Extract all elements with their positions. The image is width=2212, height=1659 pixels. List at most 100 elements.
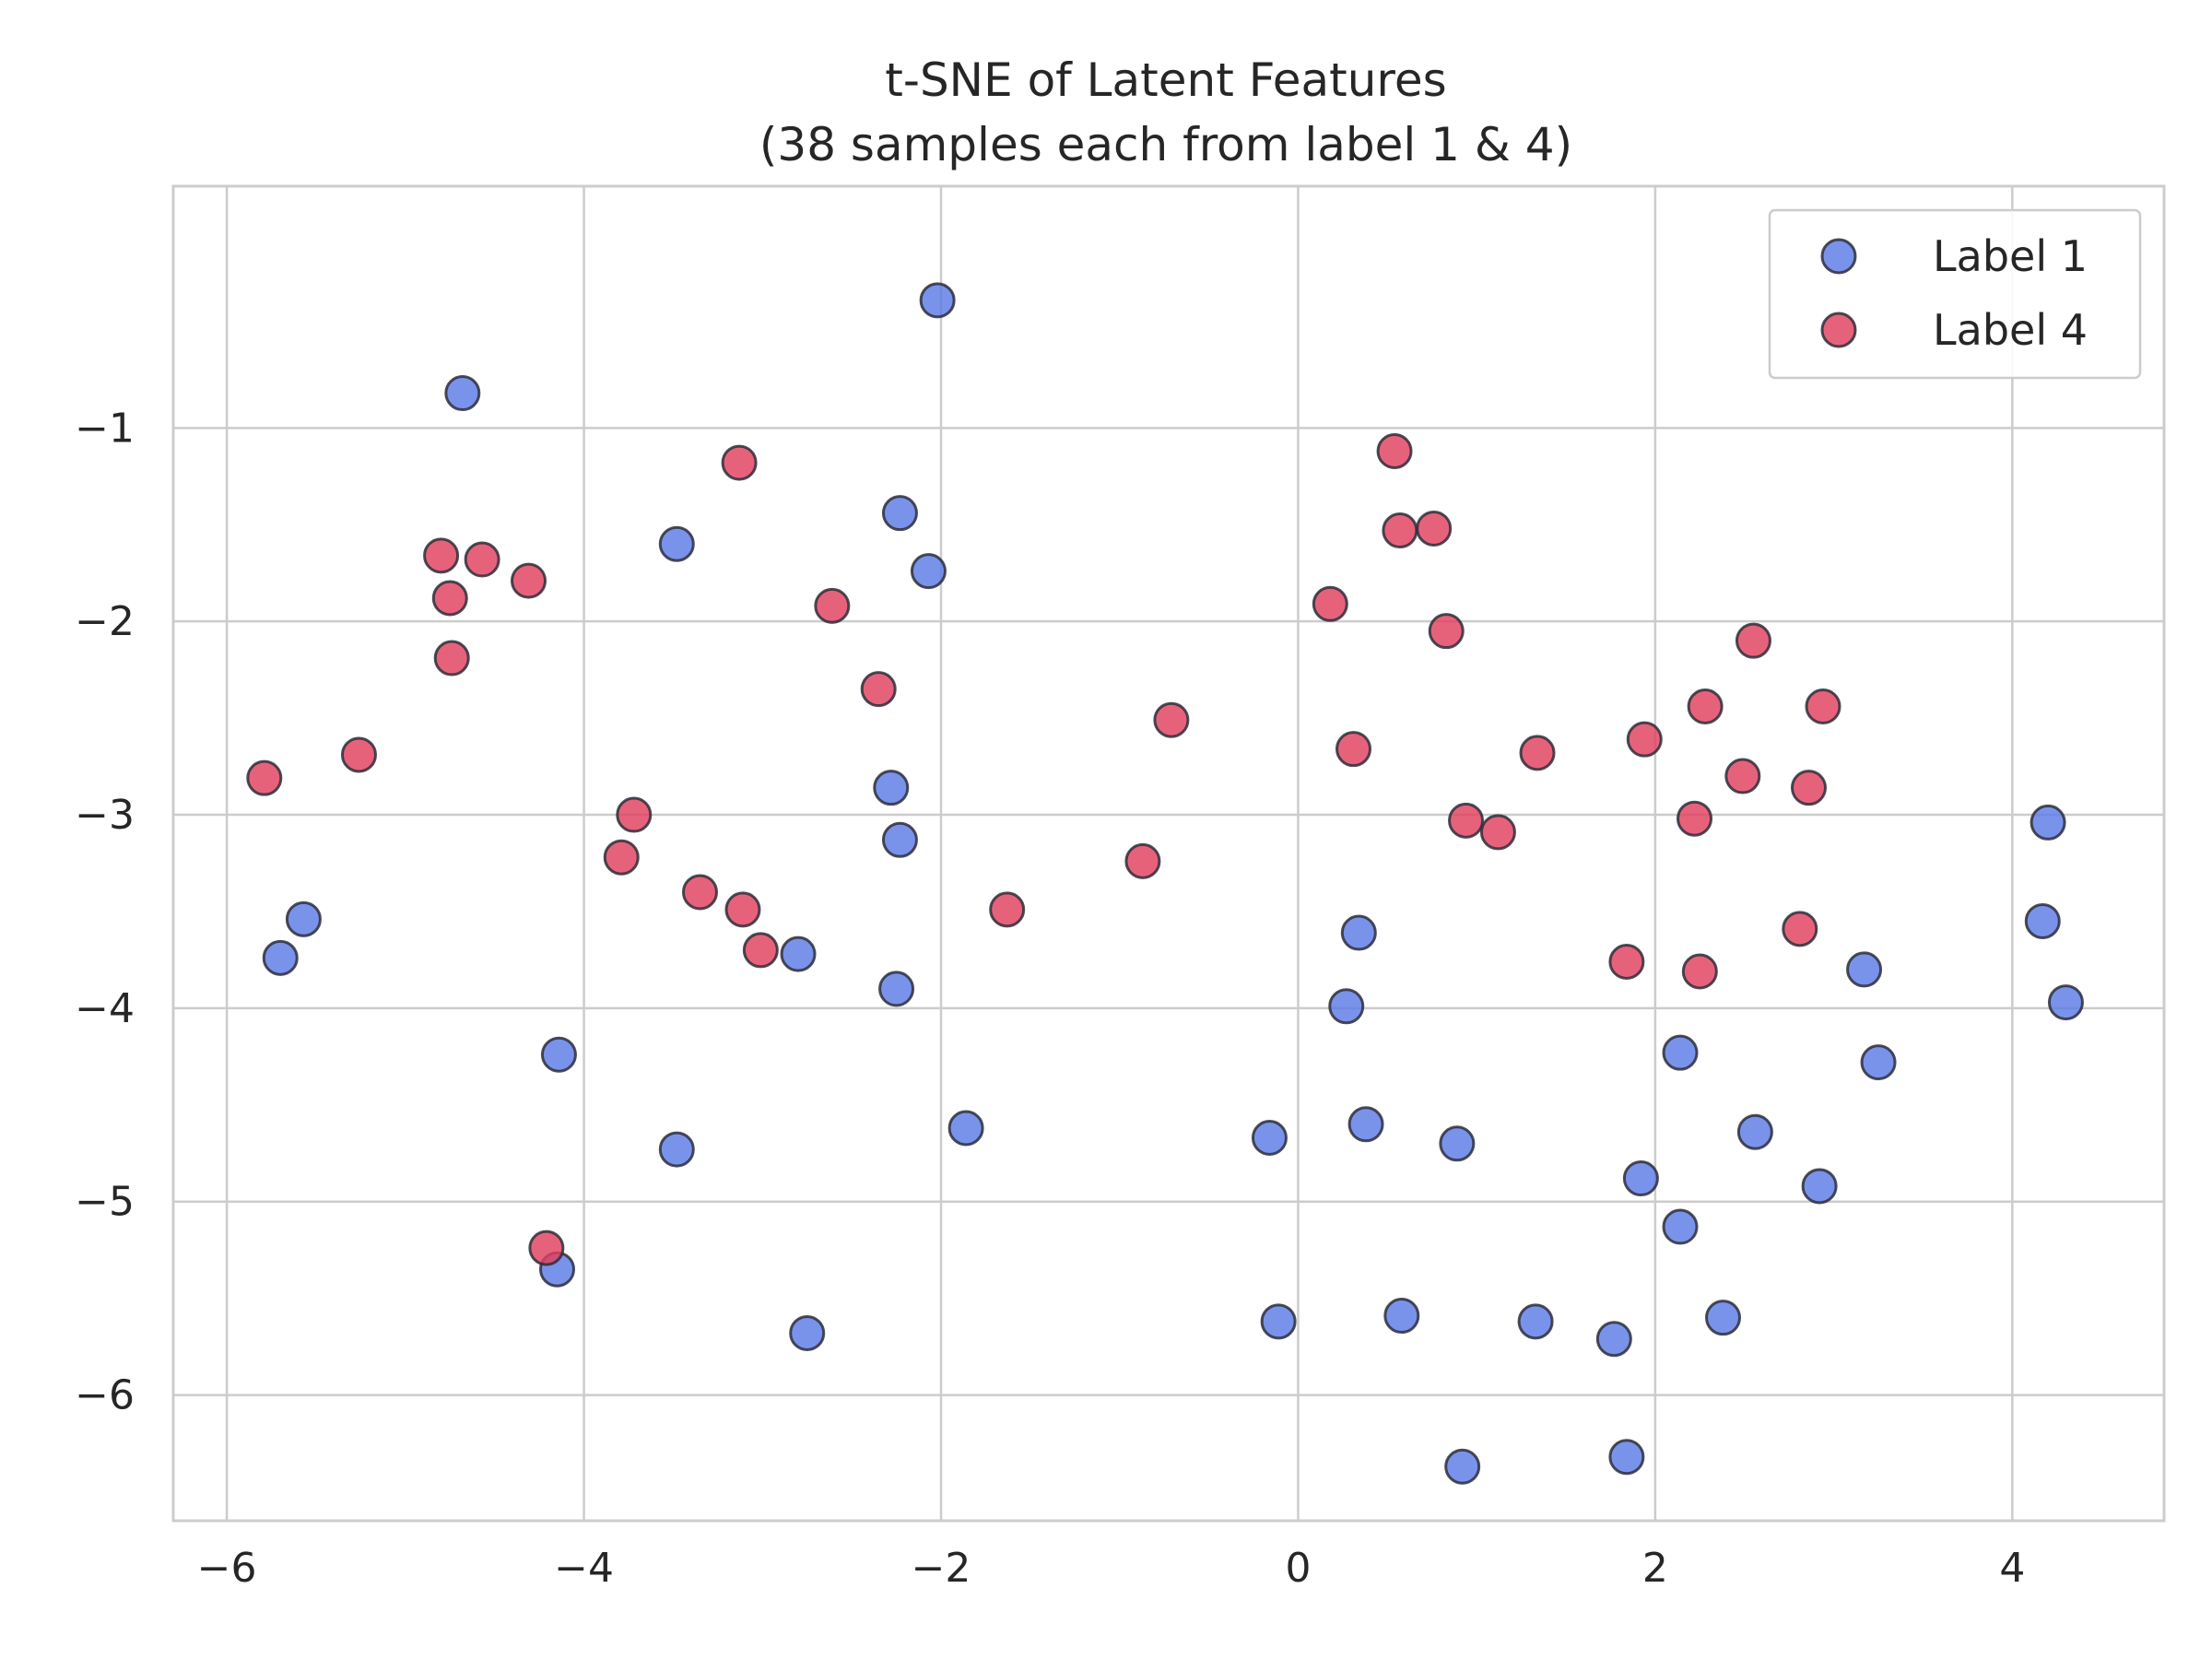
point-label-1 — [910, 553, 947, 590]
x-tick-label: 0 — [1285, 1545, 1311, 1592]
point-label-1 — [1846, 951, 1883, 988]
point-label-4 — [1724, 758, 1761, 794]
grid-lines — [173, 186, 2164, 1521]
point-label-4 — [431, 580, 468, 617]
point-label-1 — [540, 1036, 577, 1073]
data-points — [246, 282, 2084, 1485]
point-label-1 — [878, 971, 915, 1007]
legend-label-4: Label 4 — [1933, 305, 2088, 355]
point-label-4 — [1416, 510, 1453, 547]
point-label-4 — [1805, 688, 1841, 725]
point-label-1 — [1340, 914, 1377, 951]
point-label-4 — [814, 587, 851, 624]
point-label-4 — [1626, 721, 1663, 758]
x-tick-label: 2 — [1642, 1545, 1668, 1592]
point-label-4 — [340, 736, 377, 773]
point-label-4 — [1376, 433, 1413, 470]
legend: Label 1 Label 4 — [1768, 208, 2142, 380]
point-label-1 — [2024, 902, 2061, 939]
point-label-1 — [780, 935, 817, 972]
y-tick-label: −5 — [75, 1179, 135, 1226]
point-label-1 — [1260, 1303, 1297, 1340]
point-label-1 — [1328, 988, 1365, 1025]
point-label-1 — [1439, 1125, 1476, 1162]
point-label-4 — [1312, 585, 1348, 622]
point-label-4 — [528, 1230, 565, 1266]
point-label-1 — [1622, 1160, 1659, 1197]
point-label-4 — [423, 537, 460, 574]
point-label-1 — [262, 939, 299, 976]
point-label-4 — [1608, 944, 1645, 981]
y-tick-label: −2 — [75, 598, 135, 645]
point-label-4 — [742, 932, 779, 969]
point-label-4 — [681, 874, 718, 911]
point-label-1 — [658, 525, 695, 562]
point-label-4 — [1335, 731, 1372, 768]
point-label-1 — [789, 1314, 826, 1351]
point-label-4 — [989, 891, 1026, 928]
point-label-1 — [919, 282, 956, 319]
point-label-1 — [1595, 1321, 1632, 1358]
point-label-1 — [1608, 1439, 1645, 1476]
point-label-4 — [1479, 814, 1516, 851]
point-label-1 — [873, 770, 910, 806]
point-label-4 — [1677, 800, 1713, 837]
point-label-4 — [1790, 770, 1827, 806]
point-label-4 — [721, 444, 758, 481]
y-tick-label: −4 — [75, 985, 135, 1032]
point-label-4 — [1448, 802, 1485, 839]
point-label-1 — [1736, 1113, 1773, 1150]
y-tick-label: −1 — [75, 405, 135, 452]
point-label-1 — [881, 495, 918, 532]
chart-title: t-SNE of Latent Features — [885, 53, 1446, 107]
point-label-4 — [464, 541, 500, 578]
point-label-4 — [433, 640, 470, 677]
point-label-1 — [947, 1110, 984, 1147]
point-label-4 — [511, 562, 547, 599]
point-label-4 — [1687, 688, 1724, 725]
point-label-1 — [1517, 1303, 1554, 1340]
point-label-4 — [1782, 911, 1818, 947]
point-label-1 — [1860, 1044, 1897, 1081]
chart-subtitle: (38 samples each from label 1 & 4) — [759, 118, 1572, 171]
x-tick-label: −4 — [554, 1545, 614, 1592]
point-label-4 — [860, 671, 897, 708]
tick-labels: −6 −4 −2 0 2 4 −1 −2 −3 −4 −5 −6 — [75, 405, 2025, 1592]
x-tick-label: 4 — [1999, 1545, 2025, 1592]
point-label-1 — [1383, 1298, 1420, 1335]
point-label-4 — [246, 759, 283, 796]
point-label-1 — [444, 375, 481, 412]
point-label-4 — [724, 891, 761, 928]
point-label-4 — [1428, 613, 1465, 650]
point-label-1 — [1444, 1448, 1481, 1485]
y-tick-label: −6 — [75, 1372, 135, 1419]
point-label-1 — [1801, 1168, 1838, 1205]
point-label-1 — [2047, 984, 2084, 1021]
point-label-1 — [1347, 1106, 1384, 1143]
point-label-1 — [285, 900, 322, 937]
point-label-4 — [603, 839, 640, 876]
point-label-4 — [1519, 735, 1556, 771]
point-label-1 — [1705, 1300, 1742, 1336]
plot-area — [171, 184, 2166, 1523]
point-label-1 — [1662, 1208, 1699, 1245]
x-tick-label: −2 — [912, 1545, 971, 1592]
point-label-4 — [1382, 512, 1418, 549]
x-tick-label: −6 — [197, 1545, 257, 1592]
point-label-4 — [616, 796, 653, 833]
point-label-4 — [1681, 953, 1718, 990]
point-label-1 — [881, 821, 918, 858]
point-label-1 — [658, 1131, 695, 1168]
legend-frame — [1768, 208, 2142, 380]
point-label-1 — [1251, 1119, 1288, 1156]
point-label-4 — [1735, 622, 1771, 659]
point-label-1 — [1662, 1034, 1699, 1071]
point-label-4 — [1153, 701, 1190, 738]
y-tick-label: −3 — [75, 792, 135, 839]
legend-marker-label-4 — [1820, 312, 1857, 348]
point-label-4 — [1124, 842, 1161, 879]
legend-label-1: Label 1 — [1933, 231, 2088, 281]
point-label-1 — [2030, 804, 2066, 841]
legend-marker-label-1 — [1820, 238, 1857, 275]
